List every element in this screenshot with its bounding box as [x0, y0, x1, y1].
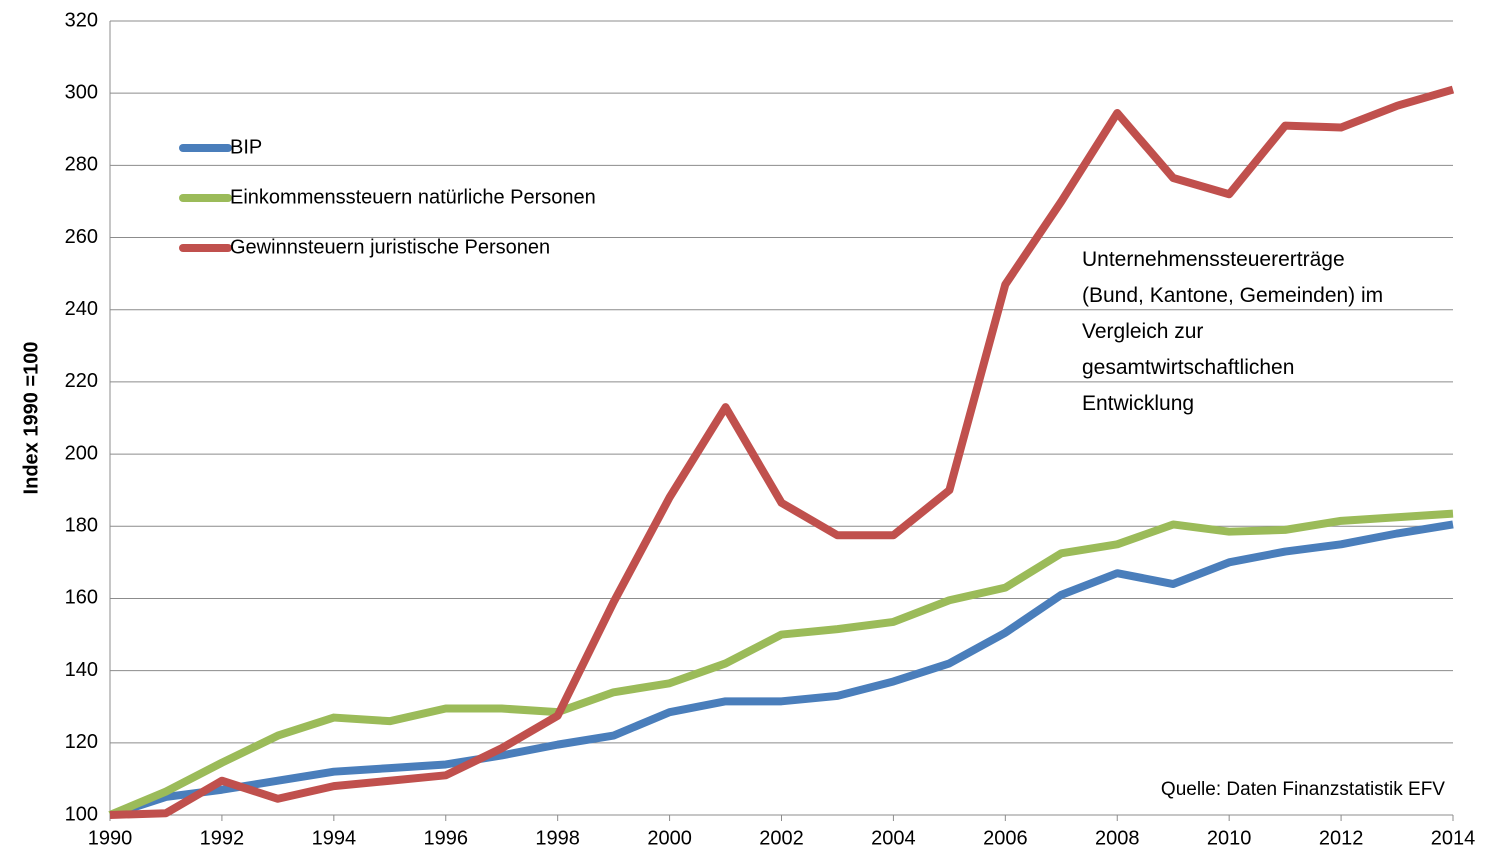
x-tick-label: 2008	[1095, 827, 1140, 849]
x-tick-label: 1998	[535, 827, 580, 849]
x-tick-label: 1994	[312, 827, 357, 849]
y-axis-label: Index 1990 =100	[20, 342, 42, 495]
x-tick-label: 2006	[983, 827, 1028, 849]
y-tick-label: 300	[65, 81, 98, 103]
y-tick-label: 260	[65, 226, 98, 248]
y-tick-label: 100	[65, 803, 98, 825]
y-tick-label: 160	[65, 587, 98, 609]
series-line	[108, 509, 1454, 819]
y-tick-label: 180	[65, 515, 98, 537]
y-tick-label: 220	[65, 370, 98, 392]
x-tick-label: 2002	[759, 827, 804, 849]
x-tick-label: 2000	[647, 827, 692, 849]
legend-label: Einkommenssteuern natürliche Personen	[230, 186, 596, 208]
legend-label: Gewinnsteuern juristische Personen	[230, 236, 550, 258]
x-tick-label: 2010	[1207, 827, 1252, 849]
annotation: Entwicklung	[1082, 392, 1194, 415]
y-tick-label: 280	[65, 154, 98, 176]
source: Quelle: Daten Finanzstatistik EFV	[1161, 779, 1445, 800]
annotation: (Bund, Kantone, Gemeinden) im	[1082, 284, 1383, 307]
x-tick-label: 1990	[88, 827, 133, 849]
y-tick-label: 200	[65, 442, 98, 464]
annotation: Unternehmenssteuererträge	[1082, 248, 1345, 271]
x-tick-label: 1996	[424, 827, 469, 849]
series-line	[108, 520, 1454, 819]
annotation: gesamtwirtschaftlichen	[1082, 356, 1294, 379]
y-tick-label: 140	[65, 659, 98, 681]
y-tick-label: 120	[65, 731, 98, 753]
legend-label: BIP	[230, 136, 262, 158]
x-tick-label: 2014	[1431, 827, 1476, 849]
x-tick-label: 2004	[871, 827, 916, 849]
y-tick-label: 240	[65, 298, 98, 320]
y-tick-label: 320	[65, 9, 98, 31]
annotation: Vergleich zur	[1082, 320, 1203, 343]
series-line	[109, 85, 1455, 819]
x-tick-label: 1992	[200, 827, 245, 849]
x-tick-label: 2012	[1319, 827, 1364, 849]
